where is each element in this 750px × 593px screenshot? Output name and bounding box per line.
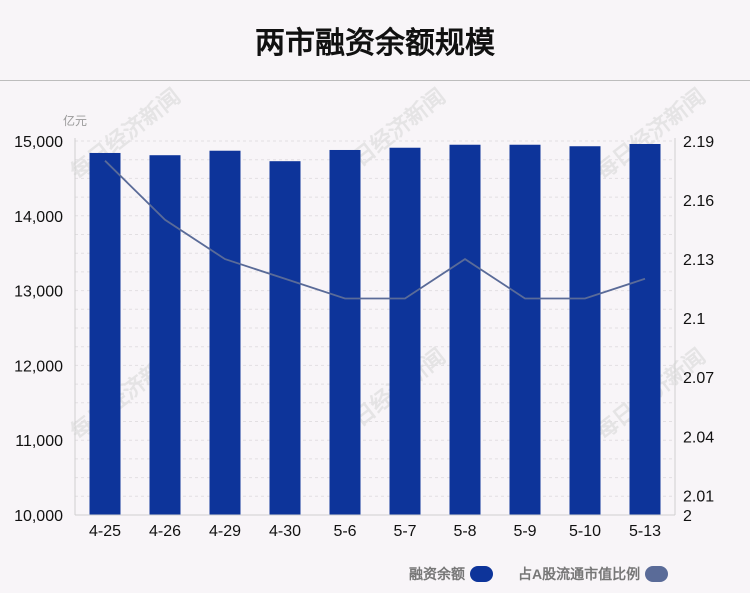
y-right-tick-label: 2.13 [683,252,714,269]
y-right-tick-label: 2.16 [683,193,714,210]
bar-4-25[interactable] [89,152,121,515]
x-tick-label: 5-13 [629,523,661,540]
y-left-tick-label: 12,000 [14,358,63,375]
bar-5-7[interactable] [389,147,421,515]
x-tick-label: 4-26 [149,523,181,540]
legend-item-ratio[interactable]: 占A股流通市值比例 [518,564,669,584]
line-series [104,160,646,300]
y-right-tick-label: 2.1 [683,311,705,328]
x-tick-label: 4-30 [269,523,301,540]
bar-4-29[interactable] [209,150,241,515]
legend: 融资余额 占A股流通市值比例 [0,564,750,586]
y-left-tick-label: 13,000 [14,284,63,301]
legend-label: 融资余额 [409,566,465,582]
y-right-tick-label: 2.01 [683,488,714,505]
x-tick-label: 5-8 [453,523,476,540]
y-right-tick-label: 2.04 [683,429,714,446]
bar-4-26[interactable] [149,155,181,515]
y-left-tick-label: 11,000 [15,433,63,450]
x-tick-label: 4-29 [209,523,241,540]
y-left-tick-label: 14,000 [14,209,63,226]
y-left-unit-label: 亿元 [63,113,87,128]
x-tick-label: 4-25 [89,523,121,540]
bar-5-6[interactable] [329,149,361,515]
y-left-tick-label: 10,000 [14,508,63,525]
y-right-tick-label: 2.19 [683,134,714,151]
legend-swatch [645,566,669,582]
bar-5-9[interactable] [509,144,541,516]
bar-5-8[interactable] [449,144,481,516]
x-tick-label: 5-10 [569,523,601,540]
y-right-tick-label: 2.07 [683,370,714,387]
y-left-tick-label: 15,000 [14,134,63,151]
x-tick-label: 5-9 [513,523,536,540]
bar-series [89,143,661,516]
ratio-line[interactable] [104,160,646,300]
chart-title: 两市融资余额规模 [255,26,495,61]
y-right-tick-label: 2 [683,508,692,525]
bar-5-13[interactable] [629,143,661,515]
x-tick-label: 5-7 [393,523,416,540]
legend-label: 占A股流通市值比例 [518,566,641,582]
legend-swatch [470,566,493,582]
legend-item-balance[interactable]: 融资余额 [409,564,493,584]
bar-5-10[interactable] [569,146,601,515]
bar-4-30[interactable] [269,161,301,516]
title-divider [0,80,750,81]
x-tick-label: 5-6 [333,523,356,540]
